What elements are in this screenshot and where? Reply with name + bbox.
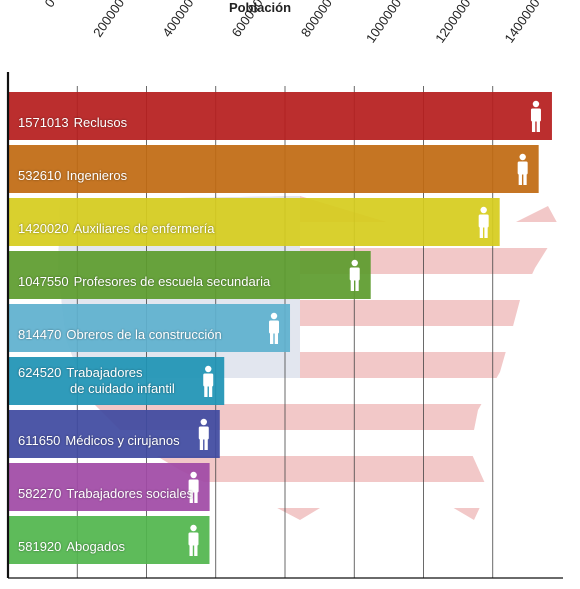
person-icon	[198, 418, 209, 450]
bar-category-label: Médicos y cirujanos	[65, 433, 180, 448]
x-tick-labels: 0 200000 400000 600000 800000 1000000 1200000 1…	[42, 0, 543, 46]
bar	[8, 410, 220, 458]
bars	[8, 92, 552, 564]
bar	[8, 357, 225, 405]
x-axis-title: Población	[228, 0, 292, 15]
bar-category-label: Obreros de la construcción	[66, 327, 222, 342]
bar-value-label: 1047550	[18, 274, 69, 289]
bar	[8, 516, 210, 564]
bar	[8, 92, 552, 140]
x-tick-label: 800000	[298, 0, 335, 40]
bar	[8, 251, 371, 299]
x-tick-label: 0	[42, 0, 58, 10]
bar-value-label: 624520	[18, 365, 62, 380]
person-icon	[188, 471, 199, 503]
bar-label: 581920 Abogados	[18, 539, 125, 555]
bar	[8, 145, 539, 193]
person-icon	[188, 524, 199, 556]
bar-category-label: Abogados	[66, 539, 125, 554]
bar-label: 624520 Trabajadores de cuidado infantil	[18, 365, 175, 397]
bar-category-label: Profesores de escuela secundaria	[73, 274, 271, 289]
x-tick-label: 1200000	[432, 0, 473, 46]
bar-label: 611650 Médicos y cirujanos	[18, 433, 180, 449]
bar-category-label: Trabajadores	[66, 365, 143, 380]
x-tick-label: 600000	[229, 0, 266, 40]
bar-value-label: 1571013	[18, 115, 69, 130]
x-tick-label: 1400000	[501, 0, 542, 46]
person-icons	[188, 100, 541, 556]
x-tick-label: 1000000	[363, 0, 404, 46]
bar-category-label-line2: de cuidado infantil	[70, 381, 175, 396]
x-tick-label: 400000	[159, 0, 196, 40]
person-icon	[530, 100, 541, 132]
bar-value-label: 814470	[18, 327, 62, 342]
bar-category-label: Trabajadores sociales	[66, 486, 194, 501]
bar-label: 1420020 Auxiliares de enfermería	[18, 221, 215, 237]
bar-label: 582270 Trabajadores sociales	[18, 486, 193, 502]
bar-category-label: Auxiliares de enfermería	[73, 221, 215, 236]
bar-value-label: 532610	[18, 168, 62, 183]
person-icon	[269, 312, 280, 344]
bar-label: 1047550 Profesores de escuela secundaria	[18, 274, 270, 290]
bar-label: 1571013 Reclusos	[18, 115, 127, 131]
bar-label: 532610 Ingenieros	[18, 168, 127, 184]
bar-value-label: 582270	[18, 486, 62, 501]
bar-category-label: Reclusos	[73, 115, 128, 130]
person-icon	[517, 153, 528, 185]
x-tick-label: 200000	[90, 0, 127, 40]
bar-value-label: 581920	[18, 539, 62, 554]
bar-value-label: 611650	[18, 433, 61, 448]
bar-category-label: Ingenieros	[66, 168, 128, 183]
bar	[8, 304, 291, 352]
bar	[8, 463, 210, 511]
person-icon	[349, 259, 360, 291]
bar-value-label: 1420020	[18, 221, 69, 236]
bar-label: 814470 Obreros de la construcción	[18, 327, 222, 343]
bar	[8, 198, 500, 246]
person-icon	[203, 365, 214, 397]
person-icon	[478, 206, 489, 238]
